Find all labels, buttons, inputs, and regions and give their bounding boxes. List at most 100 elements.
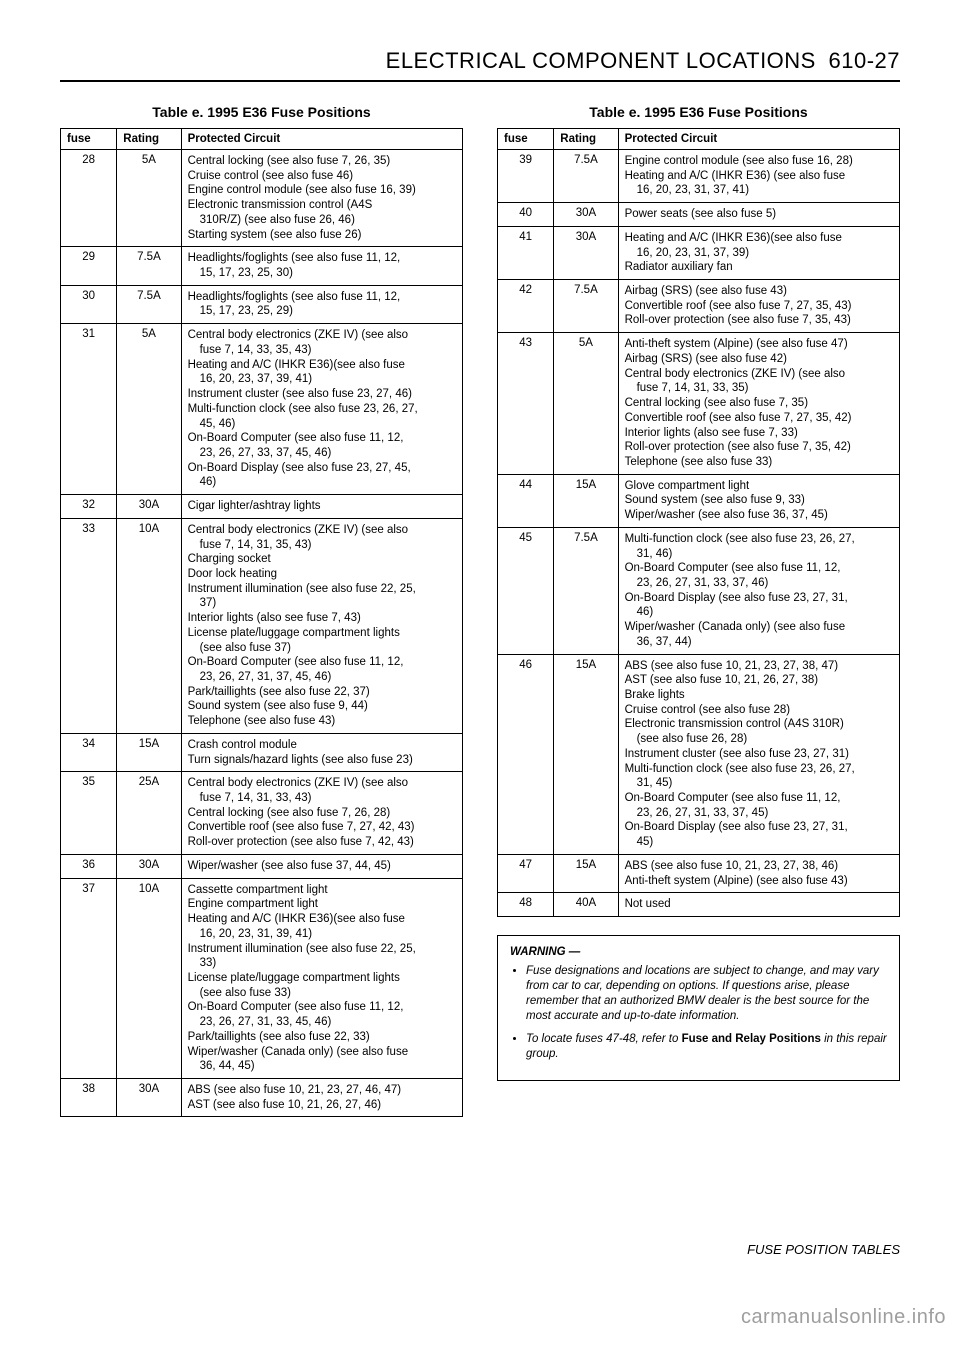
col-circuit: Protected Circuit bbox=[181, 129, 462, 150]
circuit-line: Roll-over protection (see also fuse 7, 3… bbox=[625, 313, 893, 328]
circuit-line: Cruise control (see also fuse 28) bbox=[625, 703, 893, 718]
table-row: 3525ACentral body electronics (ZKE IV) (… bbox=[61, 772, 463, 855]
cell-circuit: Engine control module (see also fuse 16,… bbox=[618, 150, 899, 203]
warning-item: To locate fuses 47-48, refer to Fuse and… bbox=[526, 1032, 887, 1062]
cell-circuit: Airbag (SRS) (see also fuse 43)Convertib… bbox=[618, 280, 899, 333]
col-circuit: Protected Circuit bbox=[618, 129, 899, 150]
table-row: 3415ACrash control moduleTurn signals/ha… bbox=[61, 733, 463, 771]
cell-rating: 5A bbox=[117, 324, 181, 495]
cell-circuit: Not used bbox=[618, 893, 899, 917]
circuit-line: Central locking (see also fuse 7, 26, 28… bbox=[188, 806, 456, 821]
circuit-line: Power seats (see also fuse 5) bbox=[625, 207, 893, 222]
cell-fuse: 29 bbox=[61, 247, 117, 285]
table-row: 4715AABS (see also fuse 10, 21, 23, 27, … bbox=[498, 854, 900, 892]
circuit-line: Central body electronics (ZKE IV) (see a… bbox=[625, 367, 893, 382]
circuit-line: 33) bbox=[188, 956, 456, 971]
cell-rating: 7.5A bbox=[554, 280, 618, 333]
circuit-line: Not used bbox=[625, 897, 893, 912]
table-row: 397.5AEngine control module (see also fu… bbox=[498, 150, 900, 203]
circuit-line: 23, 26, 27, 31, 33, 37, 45) bbox=[625, 806, 893, 821]
cell-rating: 40A bbox=[554, 893, 618, 917]
circuit-line: Anti-theft system (Alpine) (see also fus… bbox=[625, 874, 893, 889]
cell-fuse: 28 bbox=[61, 150, 117, 247]
circuit-line: On-Board Computer (see also fuse 11, 12, bbox=[188, 655, 456, 670]
circuit-line: On-Board Computer (see also fuse 11, 12, bbox=[188, 431, 456, 446]
circuit-line: 46) bbox=[188, 475, 456, 490]
circuit-line: Door lock heating bbox=[188, 567, 456, 582]
watermark: carmanualsonline.info bbox=[741, 1306, 946, 1329]
circuit-line: Glove compartment light bbox=[625, 479, 893, 494]
table-row: 315ACentral body electronics (ZKE IV) (s… bbox=[61, 324, 463, 495]
circuit-line: Crash control module bbox=[188, 738, 456, 753]
circuit-line: Electronic transmission control (A4S 310… bbox=[625, 717, 893, 732]
circuit-line: Multi-function clock (see also fuse 23, … bbox=[188, 402, 456, 417]
table-header-row: fuse Rating Protected Circuit bbox=[498, 129, 900, 150]
circuit-line: Airbag (SRS) (see also fuse 42) bbox=[625, 352, 893, 367]
circuit-line: Telephone (see also fuse 43) bbox=[188, 714, 456, 729]
circuit-line: Headlights/foglights (see also fuse 11, … bbox=[188, 251, 456, 266]
cell-rating: 15A bbox=[117, 733, 181, 771]
col-fuse: fuse bbox=[61, 129, 117, 150]
cell-fuse: 37 bbox=[61, 878, 117, 1078]
right-table-caption: Table e. 1995 E36 Fuse Positions bbox=[497, 104, 900, 120]
cell-fuse: 44 bbox=[498, 474, 554, 527]
circuit-line: Sound system (see also fuse 9, 44) bbox=[188, 699, 456, 714]
circuit-line: On-Board Computer (see also fuse 11, 12, bbox=[188, 1000, 456, 1015]
cell-fuse: 35 bbox=[61, 772, 117, 855]
col-rating: Rating bbox=[554, 129, 618, 150]
cell-rating: 15A bbox=[554, 854, 618, 892]
circuit-line: Turn signals/hazard lights (see also fus… bbox=[188, 753, 456, 768]
table-row: 4030APower seats (see also fuse 5) bbox=[498, 203, 900, 227]
table-row: 4615AABS (see also fuse 10, 21, 23, 27, … bbox=[498, 654, 900, 854]
warning-list: Fuse designations and locations are subj… bbox=[510, 964, 887, 1062]
circuit-line: 45) bbox=[625, 835, 893, 850]
circuit-line: 16, 20, 23, 37, 39, 41) bbox=[188, 372, 456, 387]
circuit-line: 16, 20, 23, 31, 37, 41) bbox=[625, 183, 893, 198]
cell-fuse: 32 bbox=[61, 495, 117, 519]
circuit-line: 23, 26, 27, 31, 33, 45, 46) bbox=[188, 1015, 456, 1030]
cell-rating: 7.5A bbox=[554, 150, 618, 203]
cell-fuse: 39 bbox=[498, 150, 554, 203]
col-fuse: fuse bbox=[498, 129, 554, 150]
circuit-line: fuse 7, 14, 31, 33, 35) bbox=[625, 381, 893, 396]
header-page-ref: 610-27 bbox=[828, 48, 900, 73]
table-row: 4840ANot used bbox=[498, 893, 900, 917]
table-row: 307.5AHeadlights/foglights (see also fus… bbox=[61, 285, 463, 323]
circuit-line: Wiper/washer (see also fuse 37, 44, 45) bbox=[188, 859, 456, 874]
circuit-line: fuse 7, 14, 31, 33, 43) bbox=[188, 791, 456, 806]
cell-circuit: Central body electronics (ZKE IV) (see a… bbox=[181, 518, 462, 733]
circuit-line: Instrument illumination (see also fuse 2… bbox=[188, 582, 456, 597]
left-table-caption: Table e. 1995 E36 Fuse Positions bbox=[60, 104, 463, 120]
cell-fuse: 38 bbox=[61, 1078, 117, 1116]
circuit-line: Radiator auxiliary fan bbox=[625, 260, 893, 275]
cell-rating: 5A bbox=[117, 150, 181, 247]
circuit-line: 23, 26, 27, 33, 37, 45, 46) bbox=[188, 446, 456, 461]
cell-rating: 7.5A bbox=[117, 247, 181, 285]
cell-fuse: 46 bbox=[498, 654, 554, 854]
cell-circuit: Crash control moduleTurn signals/hazard … bbox=[181, 733, 462, 771]
cell-fuse: 43 bbox=[498, 333, 554, 474]
cell-fuse: 31 bbox=[61, 324, 117, 495]
cell-fuse: 45 bbox=[498, 527, 554, 654]
cell-circuit: ABS (see also fuse 10, 21, 23, 27, 38, 4… bbox=[618, 654, 899, 854]
circuit-line: Engine control module (see also fuse 16,… bbox=[188, 183, 456, 198]
circuit-line: License plate/luggage compartment lights bbox=[188, 971, 456, 986]
circuit-line: Starting system (see also fuse 26) bbox=[188, 228, 456, 243]
circuit-line: Brake lights bbox=[625, 688, 893, 703]
circuit-line: Interior lights (also see fuse 7, 33) bbox=[625, 426, 893, 441]
cell-fuse: 47 bbox=[498, 854, 554, 892]
table-row: 3310ACentral body electronics (ZKE IV) (… bbox=[61, 518, 463, 733]
header-title-text: ELECTRICAL COMPONENT LOCATIONS bbox=[386, 48, 816, 73]
cell-rating: 10A bbox=[117, 878, 181, 1078]
table-row: 285ACentral locking (see also fuse 7, 26… bbox=[61, 150, 463, 247]
circuit-line: 37) bbox=[188, 596, 456, 611]
circuit-line: 15, 17, 23, 25, 30) bbox=[188, 266, 456, 281]
circuit-line: Interior lights (also see fuse 7, 43) bbox=[188, 611, 456, 626]
cell-rating: 30A bbox=[117, 495, 181, 519]
circuit-line: 16, 20, 23, 31, 39, 41) bbox=[188, 927, 456, 942]
circuit-line: Airbag (SRS) (see also fuse 43) bbox=[625, 284, 893, 299]
circuit-line: 31, 46) bbox=[625, 547, 893, 562]
circuit-line: 36, 44, 45) bbox=[188, 1059, 456, 1074]
circuit-line: Wiper/washer (see also fuse 36, 37, 45) bbox=[625, 508, 893, 523]
warning-title: WARNING — bbox=[510, 946, 887, 958]
